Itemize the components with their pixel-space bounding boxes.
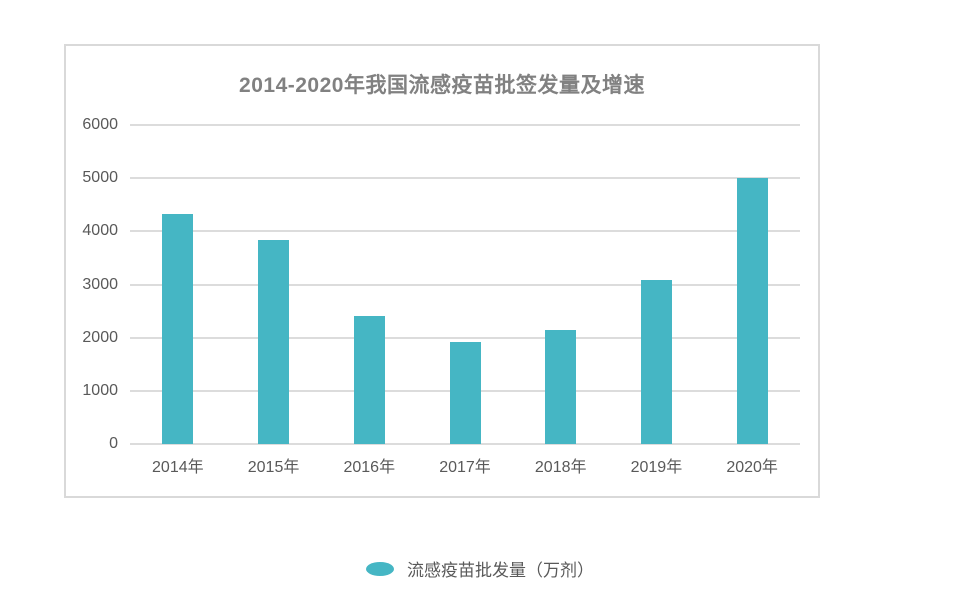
bar-2015年 [258,240,290,444]
legend-label: 流感疫苗批发量（万剂） [407,561,594,580]
gridline-0 [130,443,800,445]
x-tick-label-2016年: 2016年 [343,459,396,476]
bar-2019年 [640,280,672,444]
x-tick-label-2015年: 2015年 [247,459,300,476]
gridline-5000 [130,177,800,180]
bar-2018年 [545,330,577,444]
bar-2017年 [449,342,481,444]
y-tick-label-2000: 2000 [82,328,118,346]
y-tick-label-5000: 5000 [82,169,118,187]
bar-2016年 [353,315,385,444]
y-tick-label-4000: 4000 [82,222,118,240]
gridline-3000 [130,283,800,286]
plot-area [130,124,800,445]
legend-marker-icon [366,561,394,576]
y-tick-label-0: 0 [109,435,118,452]
y-tick-label-6000: 6000 [82,116,118,133]
gridline-4000 [130,230,800,233]
gridline-6000 [130,124,800,126]
x-tick-label-2019年: 2019年 [630,459,683,476]
x-tick-label-2020年: 2020年 [726,459,778,476]
x-tick-label-2017年: 2017年 [439,459,491,476]
chart-title: 2014-2020年我国流感疫苗批签发量及增速 [239,74,645,97]
y-tick-label-3000: 3000 [82,275,118,293]
x-tick-label-2018年: 2018年 [534,459,587,476]
x-tick-label-2014年: 2014年 [152,459,204,476]
legend: 流感疫苗批发量（万剂） [0,556,960,581]
y-tick-label-1000: 1000 [82,381,118,399]
bar-2020年 [736,178,768,444]
gridline-2000 [130,336,800,339]
bar-2014年 [162,213,194,444]
